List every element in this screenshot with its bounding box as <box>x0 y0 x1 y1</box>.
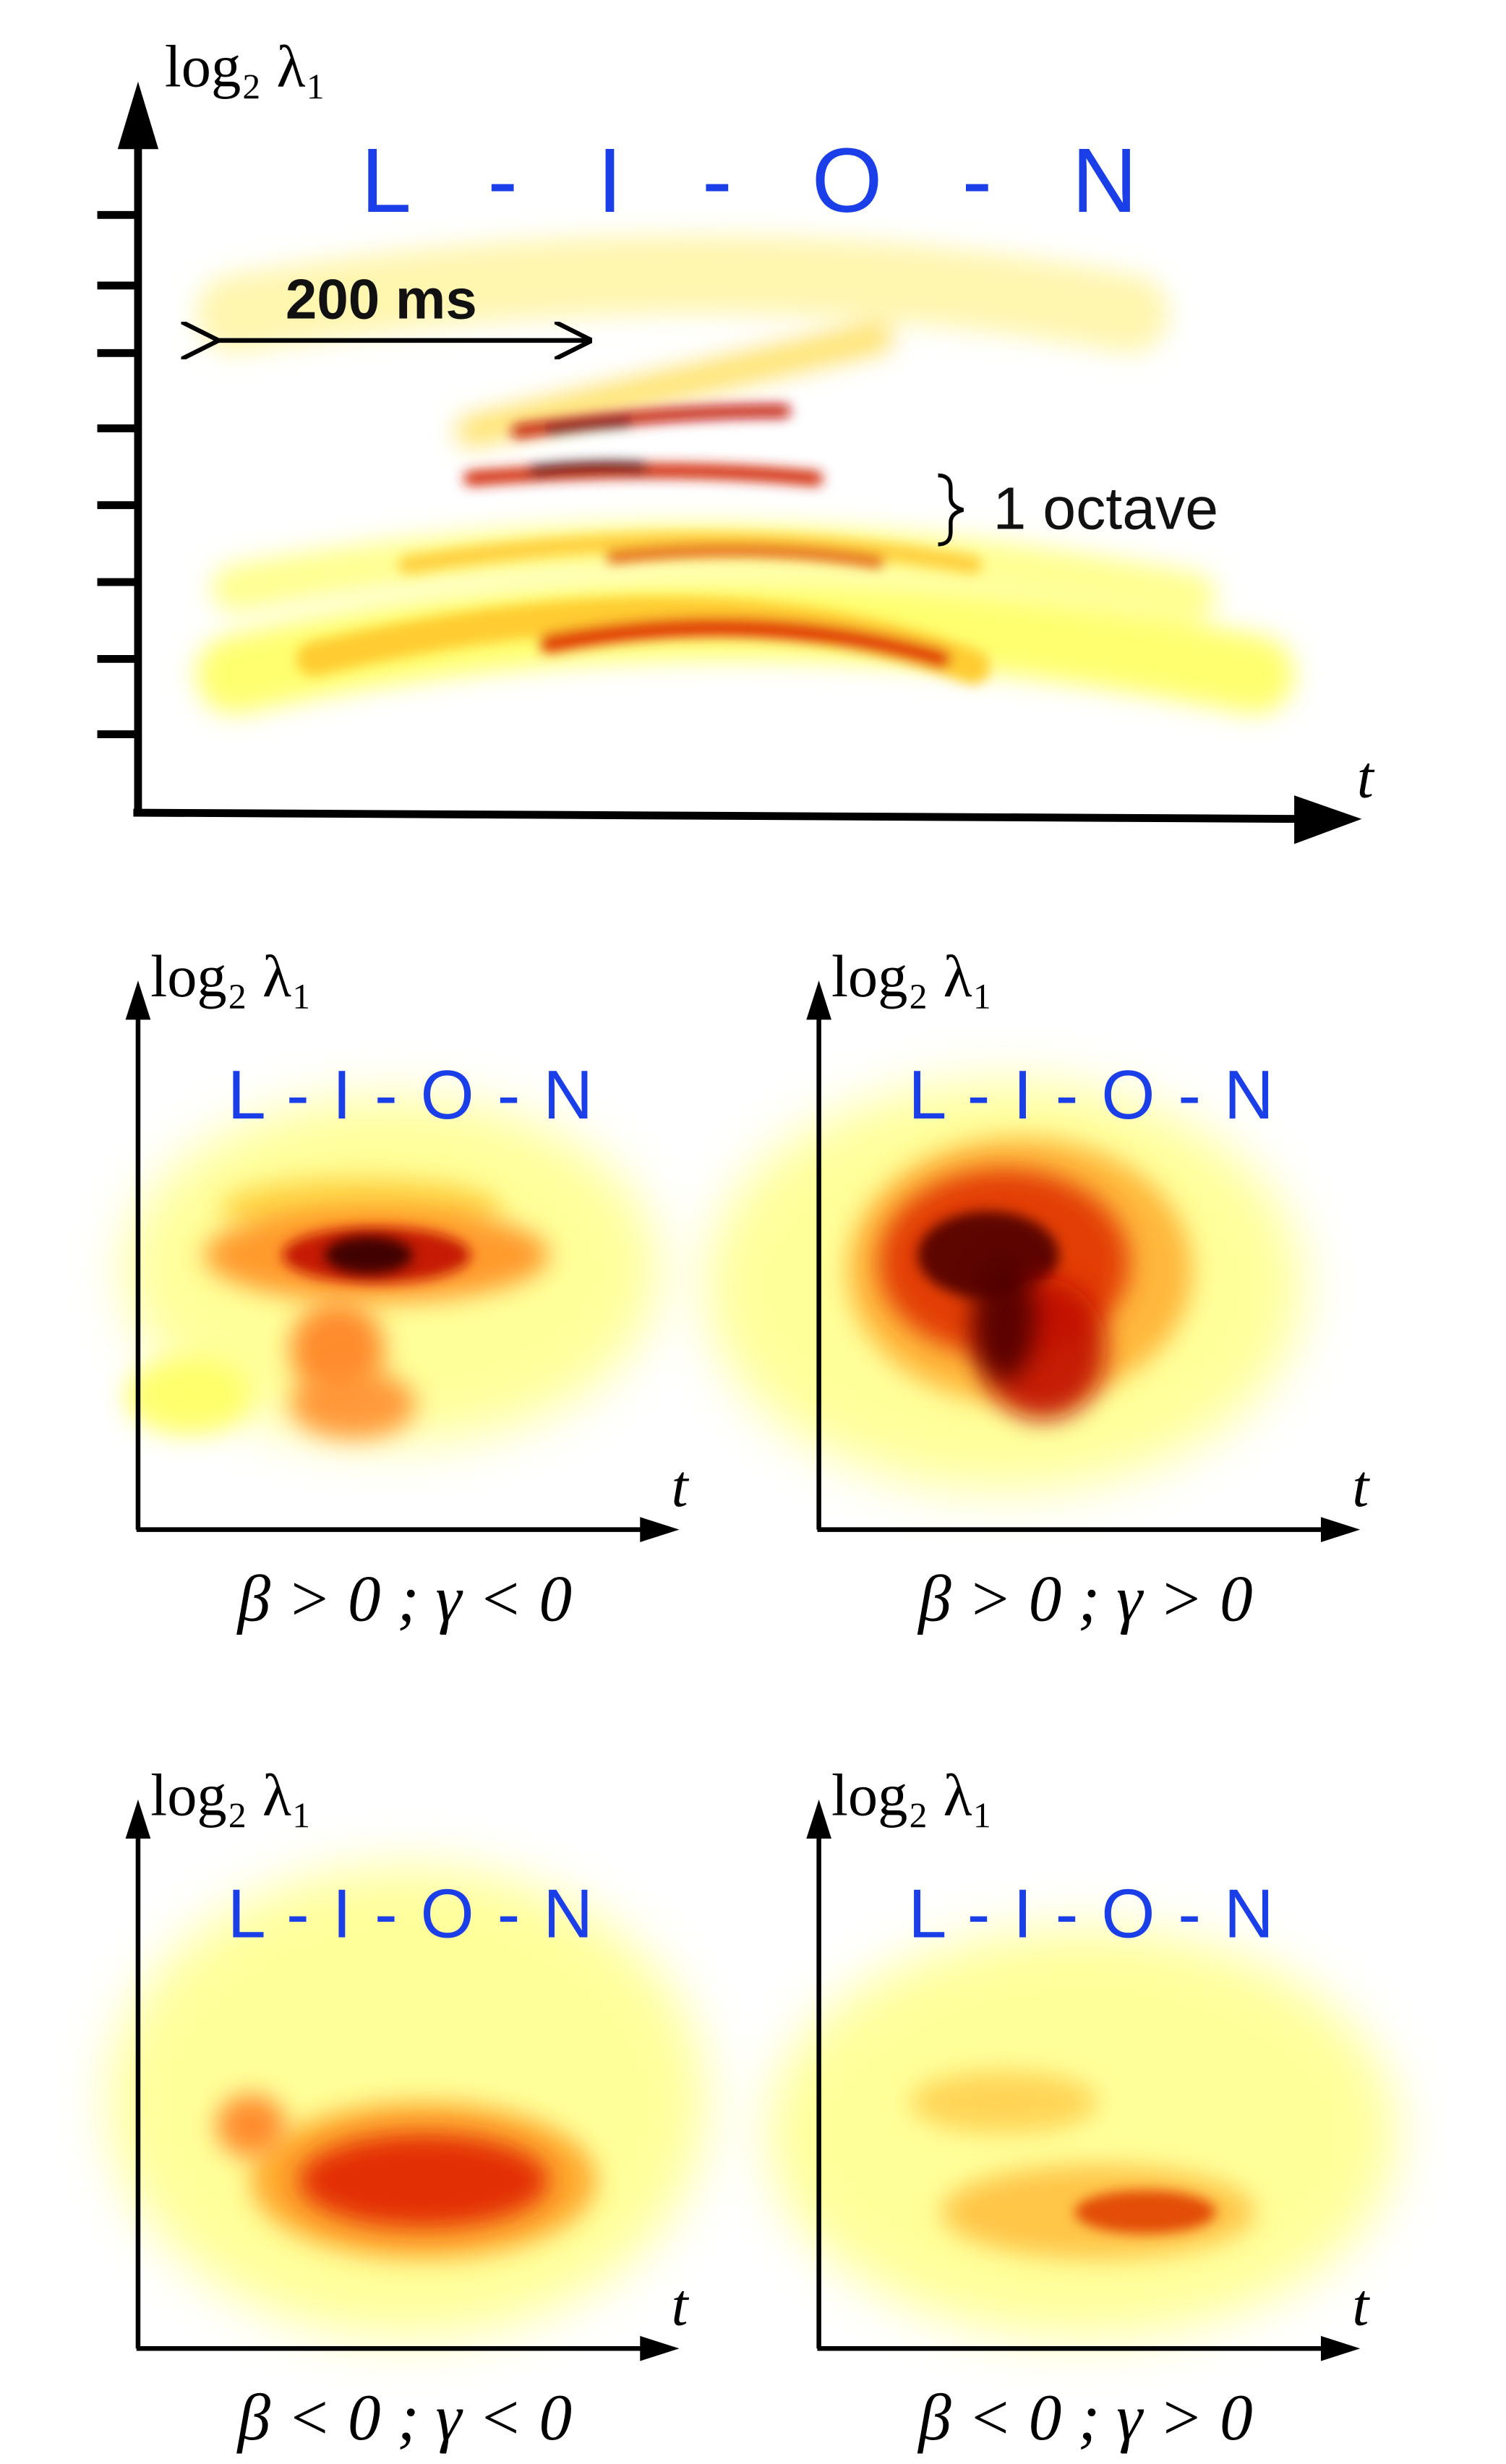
heat-blob <box>125 1356 252 1436</box>
y-label: log₂ λ₁ <box>165 33 326 99</box>
octave-brace <box>938 473 964 547</box>
panel: log₂ λ₁ L - I - O - N t β < 0 ; γ < 0 <box>109 1763 706 2454</box>
word: L - I - O - N <box>908 1057 1274 1134</box>
heat-blob <box>298 2133 549 2228</box>
word: L - I - O - N <box>361 129 1137 231</box>
panel-heatmap <box>125 1098 659 1444</box>
heat-blob <box>769 1929 1397 2338</box>
x-label: t <box>1357 744 1375 810</box>
y-ticks <box>97 210 138 738</box>
y-arrow <box>125 980 151 1020</box>
x-arrow <box>1320 2335 1361 2361</box>
y-label: log₂ λ₁ <box>831 1763 993 1828</box>
heat-blob <box>1074 2190 1216 2234</box>
panel-heatmap <box>769 1929 1397 2338</box>
x-axis <box>133 808 1310 824</box>
y-label: log₂ λ₁ <box>831 944 993 1009</box>
panel-heatmap <box>109 1867 706 2338</box>
x-arrow <box>1320 1517 1361 1542</box>
word: L - I - O - N <box>228 1057 594 1134</box>
caption: β > 0 ; γ > 0 <box>917 1562 1252 1635</box>
x-label: t <box>672 2272 690 2338</box>
y-arrow <box>806 980 831 1020</box>
word: L - I - O - N <box>908 1876 1274 1953</box>
x-label: t <box>1352 1453 1370 1519</box>
y-arrow <box>806 1799 831 1839</box>
y-label: log₂ λ₁ <box>150 944 312 1009</box>
panel: log₂ λ₁ L - I - O - N t β > 0 ; γ > 0 <box>706 944 1370 1635</box>
heat-blob <box>290 1369 416 1439</box>
x-arrow <box>1294 795 1362 844</box>
heat-blob <box>325 1236 413 1274</box>
x-arrow <box>640 1517 680 1542</box>
main-axes <box>97 81 1362 844</box>
panel: log₂ λ₁ L - I - O - N t β > 0 ; γ < 0 <box>125 944 690 1635</box>
y-label: log₂ λ₁ <box>150 1763 312 1828</box>
panel-heatmap <box>706 1082 1302 1491</box>
caption: β < 0 ; γ > 0 <box>917 2381 1252 2454</box>
caption: β > 0 ; γ < 0 <box>236 1562 572 1635</box>
heat-blob <box>910 2071 1098 2134</box>
x-label: t <box>1352 2272 1370 2338</box>
main-heatmap <box>196 235 1295 714</box>
panel: log₂ λ₁ L - I - O - N t β < 0 ; γ > 0 <box>769 1763 1397 2454</box>
x-label: t <box>672 1453 690 1519</box>
heat-blob <box>972 1254 1036 1381</box>
caption: β < 0 ; γ < 0 <box>236 2381 572 2454</box>
interval-label: 1 octave <box>993 475 1218 542</box>
heat-blob <box>216 2094 286 2157</box>
y-arrow <box>117 81 159 150</box>
word: L - I - O - N <box>228 1876 594 1953</box>
x-arrow <box>640 2335 680 2361</box>
duration-label: 200 ms <box>286 268 477 331</box>
y-arrow <box>125 1799 151 1839</box>
